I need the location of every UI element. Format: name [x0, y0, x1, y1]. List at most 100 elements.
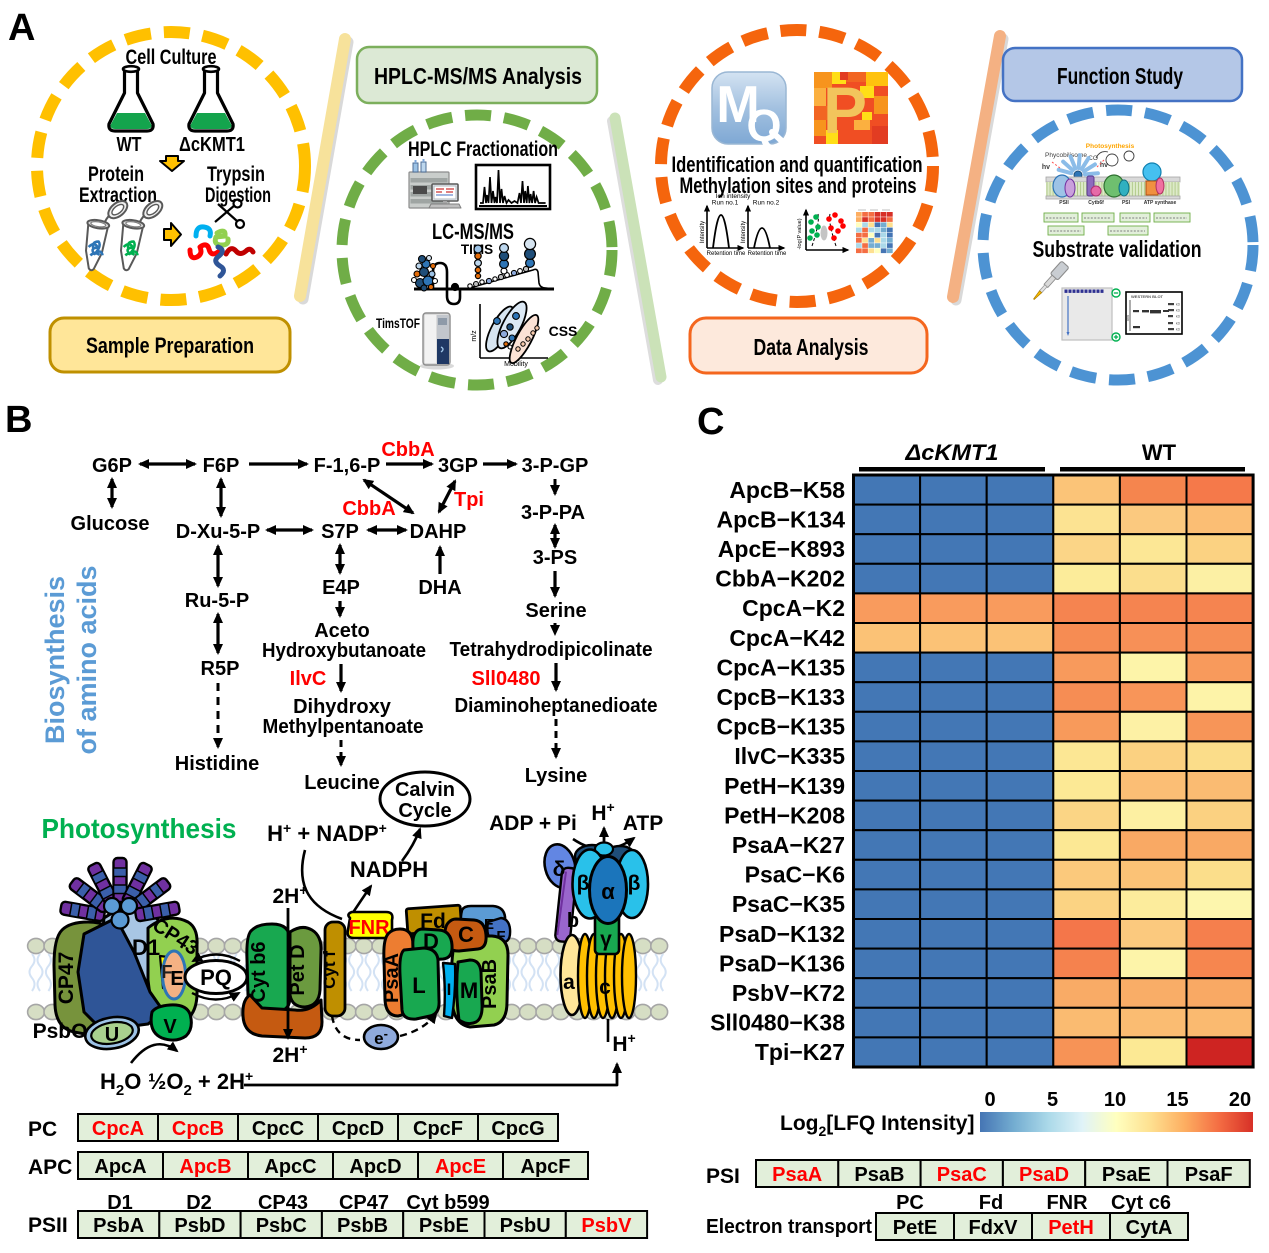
svg-text:Retention time: Retention time — [707, 251, 746, 257]
svg-text:Phycobilisome: Phycobilisome — [1045, 152, 1087, 159]
svg-text:β: β — [628, 872, 641, 895]
svg-text:PSI: PSI — [1122, 200, 1131, 206]
svg-text:ApcB−K134: ApcB−K134 — [717, 506, 846, 532]
svg-text:FNR: FNR — [1046, 1192, 1088, 1214]
svg-text:ApcB−K58: ApcB−K58 — [729, 477, 845, 503]
svg-text:CpcA−K135: CpcA−K135 — [717, 654, 846, 680]
svg-text:CpcB−K133: CpcB−K133 — [717, 684, 845, 710]
svg-text:PSII: PSII — [28, 1214, 68, 1237]
svg-text:PsbC: PsbC — [256, 1215, 307, 1237]
svg-text:M: M — [460, 978, 478, 1003]
svg-text:Cycle: Cycle — [398, 800, 451, 822]
svg-text:Protein: Protein — [88, 163, 144, 186]
svg-text:Leucine: Leucine — [304, 772, 380, 794]
svg-text:of amino acids: of amino acids — [72, 565, 102, 754]
svg-text:Biosynthesis: Biosynthesis — [40, 576, 70, 744]
svg-text:3GP: 3GP — [438, 455, 478, 477]
svg-text:Mobility: Mobility — [504, 361, 528, 368]
svg-text:Histidine: Histidine — [175, 753, 259, 775]
svg-text:E4P: E4P — [322, 577, 360, 599]
svg-text:ΔcKMT1: ΔcKMT1 — [179, 134, 245, 156]
svg-text:Log2[LFQ Intensity]: Log2[LFQ Intensity] — [780, 1112, 974, 1139]
svg-text:CSS: CSS — [549, 323, 578, 339]
svg-text:Cell Culture: Cell Culture — [126, 46, 217, 69]
svg-text:Digestion: Digestion — [205, 184, 271, 207]
svg-text:PSI: PSI — [706, 1165, 740, 1188]
svg-text:PetH−K208: PetH−K208 — [724, 802, 845, 828]
svg-text:CpcD: CpcD — [332, 1118, 384, 1140]
svg-text:PsbO: PsbO — [33, 1020, 88, 1043]
svg-text:ATP synthase: ATP synthase — [1144, 200, 1177, 206]
svg-text:PQ: PQ — [200, 965, 232, 990]
svg-text:CpcC: CpcC — [252, 1118, 304, 1140]
svg-text:CpcA−K42: CpcA−K42 — [729, 625, 845, 651]
svg-text:PsaD: PsaD — [1019, 1164, 1069, 1186]
svg-text:PsaE: PsaE — [1102, 1164, 1151, 1186]
svg-text:L: L — [412, 973, 425, 998]
svg-text:A: A — [8, 7, 35, 49]
svg-text:Cyt f: Cyt f — [320, 951, 339, 989]
svg-text:c: c — [599, 976, 611, 999]
svg-text:hv: hv — [1100, 162, 1108, 169]
svg-text:G6P: G6P — [92, 455, 132, 477]
svg-text:F: F — [496, 928, 505, 945]
svg-text:PsbB: PsbB — [337, 1215, 388, 1237]
svg-text:ApcE: ApcE — [435, 1156, 486, 1178]
svg-text:β: β — [577, 872, 590, 895]
svg-text:kD: kD — [1176, 328, 1181, 332]
svg-text:a: a — [563, 971, 575, 994]
svg-text:S7P: S7P — [321, 521, 359, 543]
svg-text:B: B — [5, 399, 32, 441]
svg-text:CpcB−K135: CpcB−K135 — [717, 714, 846, 740]
svg-text:Sll0480−K38: Sll0480−K38 — [710, 1010, 845, 1036]
svg-text:Intensity: Intensity — [700, 221, 706, 243]
svg-text:CpcA−K2: CpcA−K2 — [742, 595, 845, 621]
svg-text:CbbA: CbbA — [381, 439, 434, 461]
svg-text:20: 20 — [1229, 1089, 1251, 1111]
svg-text:Photosynthesis: Photosynthesis — [1086, 143, 1135, 150]
svg-text:PsaA: PsaA — [381, 953, 403, 1003]
svg-text:FNR: FNR — [348, 917, 390, 939]
svg-text:Serine: Serine — [525, 600, 586, 622]
svg-text:α: α — [601, 879, 615, 904]
svg-text:PsaC−K35: PsaC−K35 — [732, 891, 845, 917]
svg-text:Lysine: Lysine — [525, 765, 588, 787]
svg-text:P: P — [823, 73, 867, 147]
svg-text:PsaF: PsaF — [1185, 1164, 1233, 1186]
svg-text:γ: γ — [600, 928, 612, 951]
svg-text:PsbU: PsbU — [500, 1215, 551, 1237]
svg-text:D: D — [423, 929, 439, 954]
svg-text:Data Analysis: Data Analysis — [754, 334, 869, 360]
svg-text:Trypsin: Trypsin — [207, 163, 265, 186]
svg-text:CO: CO — [1088, 155, 1098, 162]
svg-text:PsaA: PsaA — [772, 1164, 822, 1186]
svg-text:IlvC: IlvC — [290, 668, 327, 690]
svg-text:PsaB: PsaB — [854, 1164, 904, 1186]
svg-text:m/z: m/z — [471, 330, 478, 342]
svg-text:WESTERN BLOT: WESTERN BLOT — [1131, 294, 1164, 299]
svg-text:Glucose: Glucose — [71, 513, 150, 535]
svg-text:10: 10 — [1104, 1089, 1126, 1111]
svg-text:CpcF: CpcF — [413, 1118, 463, 1140]
svg-text:δ: δ — [553, 858, 566, 881]
svg-text:ADP + Pi: ADP + Pi — [489, 812, 577, 835]
svg-text:PsaD−K132: PsaD−K132 — [719, 921, 845, 947]
svg-text:Aceto: Aceto — [314, 620, 370, 642]
svg-text:kD: kD — [1176, 309, 1181, 313]
svg-text:Calvin: Calvin — [395, 779, 455, 801]
svg-text:-log(P value): -log(P value) — [797, 218, 803, 249]
svg-text:kD: kD — [1176, 322, 1181, 326]
svg-text:PsaB: PsaB — [479, 959, 501, 1009]
svg-text:PsbV: PsbV — [581, 1215, 632, 1237]
svg-text:HPLC Fractionation: HPLC Fractionation — [408, 138, 558, 161]
svg-text:Fd: Fd — [979, 1192, 1003, 1214]
svg-text:PsaC: PsaC — [937, 1164, 987, 1186]
svg-text:F: F — [162, 962, 173, 982]
svg-text:APC: APC — [28, 1156, 72, 1179]
svg-text:b: b — [567, 910, 579, 932]
svg-text:PetE: PetE — [893, 1217, 937, 1239]
svg-text:CbbA: CbbA — [342, 498, 395, 520]
svg-text:kD: kD — [1176, 315, 1181, 319]
svg-text:Cytb6f: Cytb6f — [1088, 200, 1104, 206]
svg-text:Fd: Fd — [420, 910, 446, 933]
